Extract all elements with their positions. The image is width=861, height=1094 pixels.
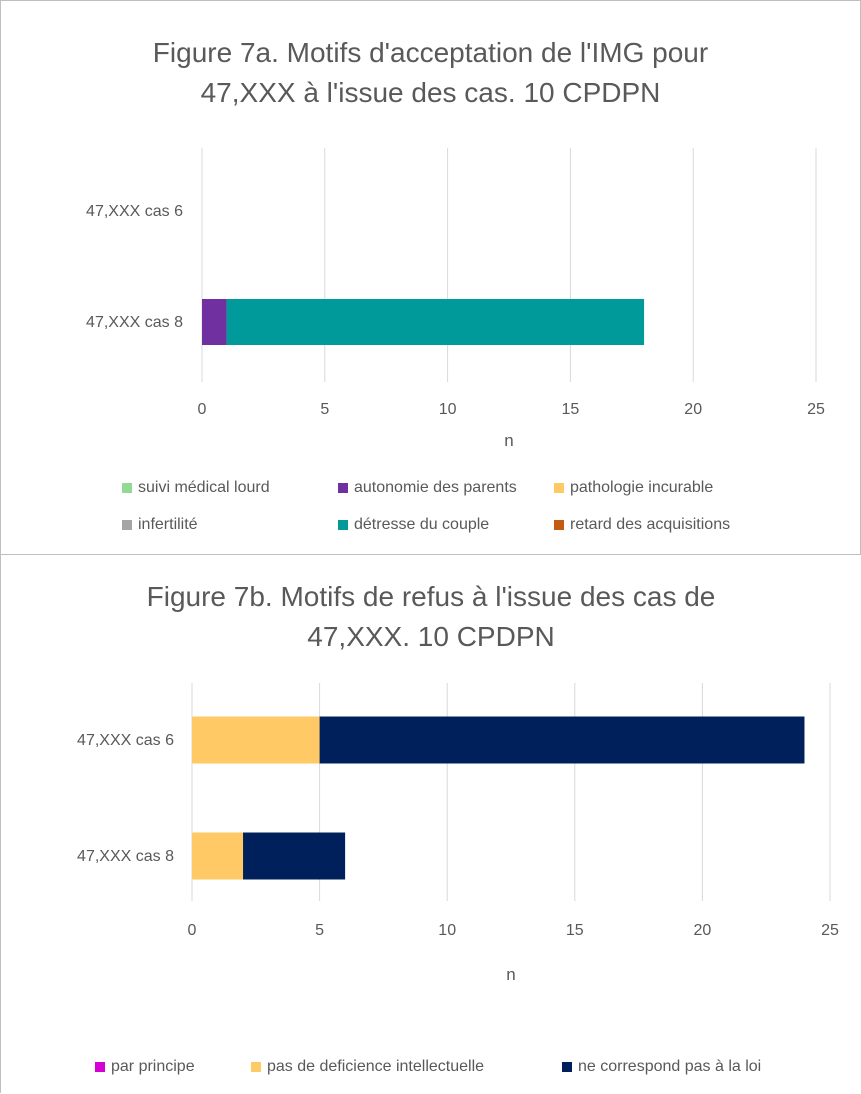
legend-label: suivi médical lourd [138,479,270,496]
legend-label: pas de deficience intellectuelle [267,1058,485,1075]
bar-segment [202,299,227,345]
legend-item: ne correspond pas à la loi [562,1058,761,1076]
legend-label: autonomie des parents [354,479,517,496]
legend-swatch [338,483,348,493]
legend-label: infertilité [138,516,198,533]
category-label: 47,XXX cas 8 [77,848,174,865]
bar-segment [226,299,645,345]
legend-swatch [562,1062,572,1072]
legend-item: autonomie des parents [338,479,517,497]
chart-panel-refus: Figure 7b. Motifs de refus à l'issue des… [0,554,861,1093]
chart-plot-refus: 0 5 10 15 20 25 47,XXX cas 6 47,XXX cas 8 n [77,683,839,984]
legend-swatch [122,520,132,530]
bar-segment [192,832,244,880]
chart-title-line1: Figure 7a. Motifs d'acceptation de l'IMG… [152,37,709,68]
category-label: 47,XXX cas 8 [86,314,183,331]
legend-label: par principe [111,1058,195,1075]
x-tick-label: 5 [315,922,324,939]
x-tick-label: 25 [807,401,825,418]
x-tick-label: 20 [684,401,702,418]
legend-item: infertilité [122,516,198,534]
legend-swatch [251,1062,261,1072]
chart-panel-acceptation: Figure 7a. Motifs d'acceptation de l'IMG… [0,0,861,554]
x-axis-title: n [506,965,515,984]
legend-label: ne correspond pas à la loi [578,1058,762,1075]
legend-label: retard des acquisitions [570,516,731,533]
x-tick-label: 20 [694,922,712,939]
legend-item: suivi médical lourd [122,479,270,497]
bar-segment [243,832,346,880]
chart-plot-acceptation: 0 5 10 15 20 25 47,XXX cas 6 47,XXX cas 8 n [86,148,825,450]
category-label: 47,XXX cas 6 [86,203,183,220]
chart-title-line2: 47,XXX. 10 CPDPN [307,621,555,652]
legend-item: pathologie incurable [554,479,713,497]
legend-swatch [554,520,564,530]
legend-item: par principe [95,1058,195,1076]
legend-swatch [95,1062,105,1072]
legend-label: détresse du couple [354,516,490,533]
x-tick-label: 10 [439,401,457,418]
legend-item: retard des acquisitions [554,516,730,534]
chart-title-line1: Figure 7b. Motifs de refus à l'issue des… [146,581,716,612]
x-tick-label: 10 [438,922,456,939]
bar-segment [319,716,805,764]
x-axis-title: n [504,431,513,450]
x-tick-label: 15 [566,922,584,939]
x-tick-label: 0 [198,401,207,418]
bar-segment [192,716,320,764]
legend-swatch [338,520,348,530]
legend-label: pathologie incurable [570,479,714,496]
x-tick-label: 5 [320,401,329,418]
legend-swatch [554,483,564,493]
x-tick-label: 0 [188,922,197,939]
legend-item: pas de deficience intellectuelle [251,1058,484,1076]
legend-item: détresse du couple [338,516,489,534]
x-tick-label: 25 [821,922,839,939]
legend-swatch [122,483,132,493]
category-label: 47,XXX cas 6 [77,732,174,749]
x-tick-label: 15 [562,401,580,418]
chart-title-line2: 47,XXX à l'issue des cas. 10 CPDPN [200,77,661,108]
